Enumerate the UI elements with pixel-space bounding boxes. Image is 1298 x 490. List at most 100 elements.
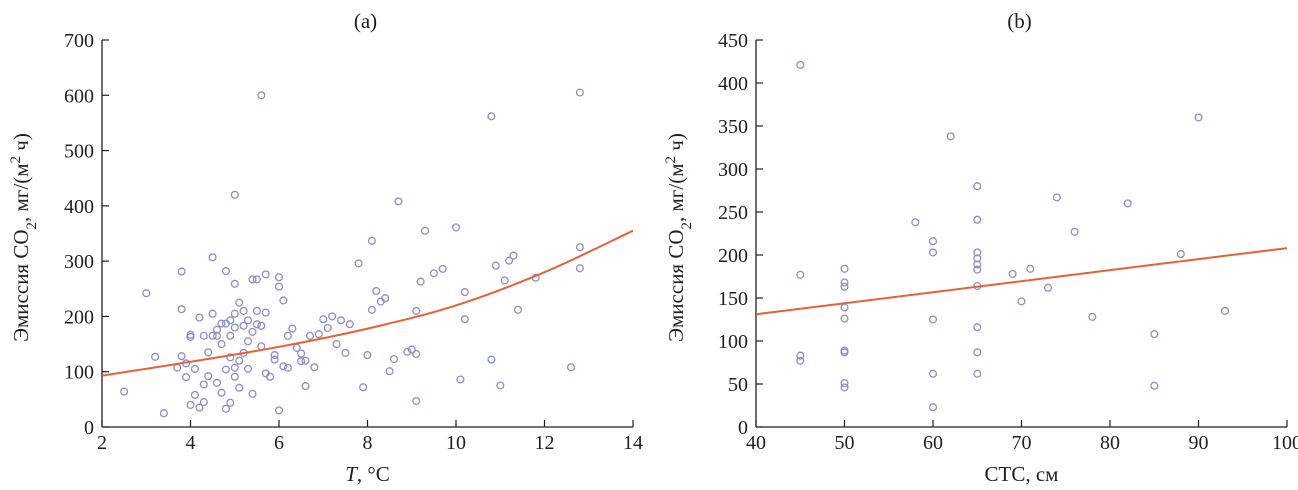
panel-a-data-point: [235, 383, 244, 392]
panel-a-x-tick-label: 12: [535, 432, 555, 454]
panel-a-data-point: [420, 226, 430, 235]
panel-a-data-point: [385, 367, 394, 376]
panel-a-data-point: [314, 330, 323, 339]
panel-b-data-point: [796, 356, 805, 365]
panel-a-data-point: [120, 387, 129, 396]
panel-a-data-point: [319, 315, 328, 324]
panel-a-data-point: [173, 363, 182, 372]
panel-b-data-point: [973, 215, 982, 224]
panel-a-data-point: [235, 298, 244, 307]
panel-a-data-point: [248, 389, 257, 398]
panel-a-data-point: [412, 306, 421, 315]
panel-b-data-point: [928, 369, 938, 378]
panel-a-data-point: [279, 362, 288, 371]
panel-a-data-point: [270, 351, 279, 360]
panel-b-data-point: [973, 182, 982, 191]
panel-a-data-point: [226, 398, 235, 407]
panel-b-y-tick-label: 250: [718, 202, 748, 224]
panel-a-data-point: [367, 236, 376, 245]
panel-a-data-point: [487, 112, 496, 121]
panel-a-data-point: [151, 352, 160, 361]
panel-a-data-point: [513, 305, 523, 314]
panel-a-data-point: [243, 364, 253, 373]
panel-b-x-axis-title: СТС, см: [985, 462, 1059, 486]
panel-a-data-point: [199, 380, 208, 389]
panel-b-data-point: [1017, 297, 1026, 306]
panel-b-data-point: [973, 260, 982, 269]
panel-a-data-point: [505, 256, 514, 265]
panel-a-data-point: [279, 296, 288, 305]
panel-a-data-point: [394, 197, 403, 206]
panel-b-data-point: [973, 369, 982, 378]
panel-b-x-tick-label: 40: [746, 432, 766, 454]
panel-a-y-tick-label: 600: [64, 85, 94, 107]
panel-b-data-point: [840, 282, 849, 291]
panel-a-data-point: [159, 409, 168, 418]
panel-a-data-point: [243, 337, 253, 346]
panel-a-y-tick-label: 700: [64, 30, 94, 52]
panel-a-data-point: [177, 352, 186, 361]
panel-b-data-point: [1070, 227, 1079, 236]
panel-a-x-tick-label: 14: [623, 432, 643, 454]
panel-a-data-point: [235, 356, 244, 365]
panel-a-data-point: [301, 382, 310, 391]
panel-b-data-point: [928, 403, 938, 412]
panel-b-y-tick-label: 350: [718, 116, 748, 138]
panel-b-data-point: [796, 60, 805, 69]
panel-a-data-point: [190, 364, 199, 373]
panel-a-data-point: [190, 390, 199, 399]
panel-a-x-tick-label: 4: [186, 432, 196, 454]
panel-b-label: (b): [1007, 9, 1032, 33]
panel-a-data-point: [381, 294, 390, 303]
panel-a-data-point: [230, 309, 239, 318]
panel-a-data-point: [199, 331, 208, 340]
panel-b-y-tick-label: 100: [718, 331, 748, 353]
panel-a-data-point: [204, 348, 213, 357]
panel-b-data-point: [973, 348, 982, 357]
panel-b-data-point: [1088, 312, 1097, 321]
panel-a-data-point: [261, 270, 270, 279]
panel-b-data-point: [796, 270, 805, 279]
panel-a-data-point: [195, 313, 204, 322]
panel-b-y-tick-label: 300: [718, 159, 748, 181]
panel-a-data-point: [226, 331, 235, 340]
panel-a-data-point: [142, 289, 151, 298]
panel-b-data-point: [973, 254, 982, 263]
panel-a-data-point: [389, 354, 399, 364]
panel-a-data-point: [416, 277, 425, 286]
panel-a-y-tick-label: 0: [84, 417, 94, 439]
panel-b-y-tick-label: 150: [718, 288, 748, 310]
panel-a-data-point: [248, 275, 257, 284]
panel-a-data-point: [372, 286, 381, 296]
panel-b-x-tick-label: 90: [1189, 432, 1209, 454]
panel-a-data-point: [230, 323, 239, 332]
panel-a-data-point: [186, 400, 195, 409]
panel-a-data-point: [297, 349, 306, 358]
panel-b-x-tick-label: 60: [923, 432, 943, 454]
panel-a-fit-curve: [101, 229, 634, 377]
panel-b-data-point: [840, 264, 849, 273]
panel-a-data-point: [212, 378, 222, 387]
panel-a-data-point: [429, 269, 438, 278]
panel-a-data-point: [226, 316, 235, 325]
panel-a-data-point: [491, 261, 500, 270]
panel-b-data-point: [840, 348, 849, 357]
panel-b-data-point: [1026, 264, 1035, 273]
panel-a-y-tick-label: 200: [64, 306, 94, 328]
panel-b-data-point: [840, 278, 849, 287]
panel-a-data-point: [336, 316, 346, 325]
panel-b-y-axis-title: Эмиссия CO2, мг/(м2 ч): [663, 133, 695, 342]
panel-a-data-point: [212, 331, 222, 340]
panel-a-data-point: [221, 404, 230, 413]
panel-a-data-point: [332, 340, 341, 349]
panel-a-data-point: [359, 383, 368, 392]
panel-b-data-point: [973, 265, 982, 274]
panel-a-data-point: [217, 319, 226, 328]
panel-b-data-point: [946, 132, 955, 141]
panel-a-data-point: [496, 381, 505, 390]
panel-a-x-axis-title: T, °C: [345, 462, 390, 486]
panel-a-data-point: [177, 305, 186, 314]
panel-a-data-point: [566, 363, 576, 372]
panel-a-data-point: [252, 306, 261, 315]
